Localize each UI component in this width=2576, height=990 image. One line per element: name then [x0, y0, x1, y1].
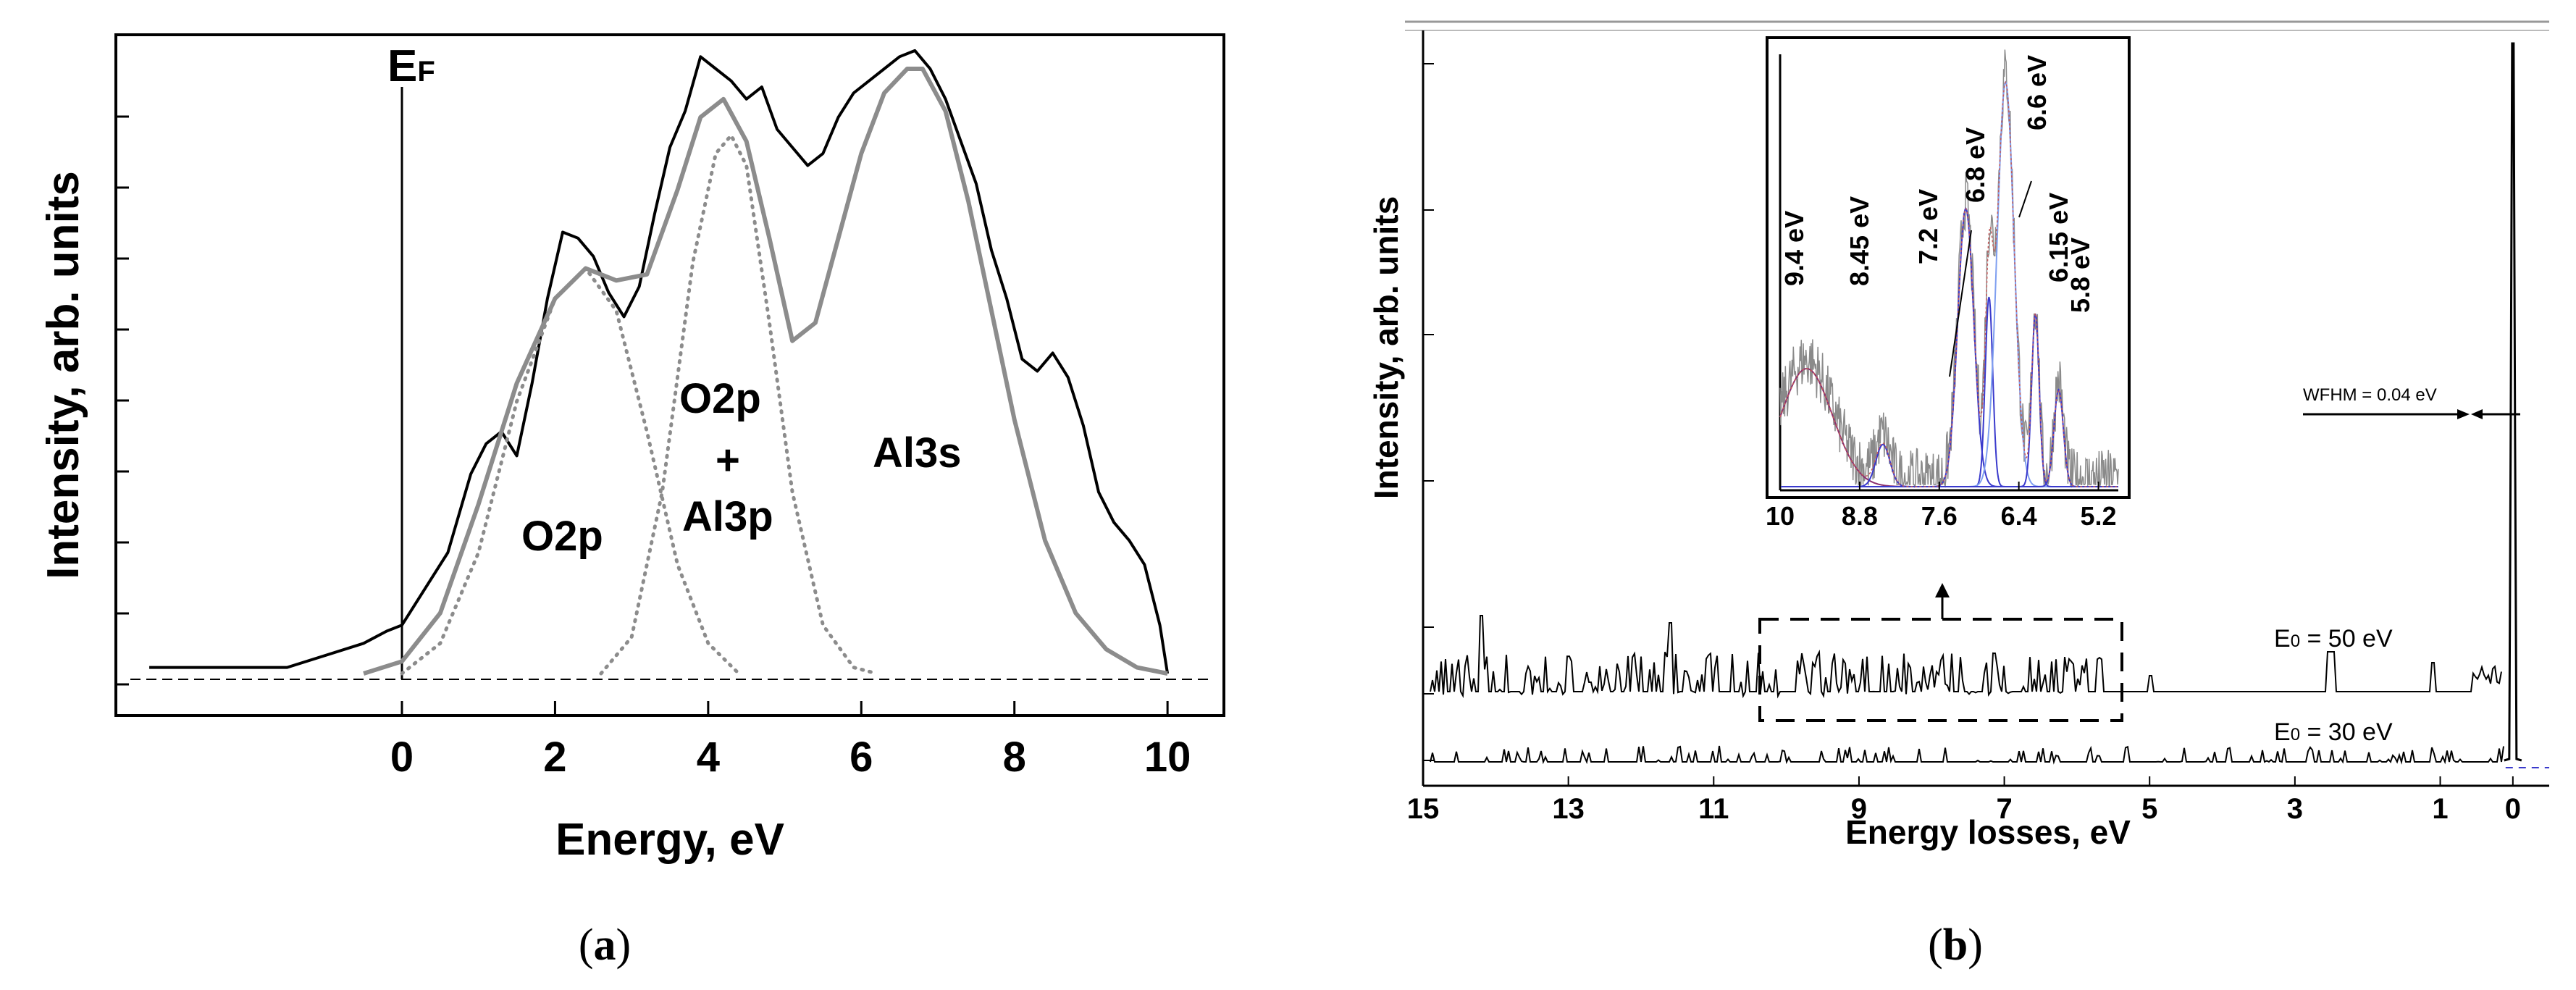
annotation-al3p: Al3p: [682, 493, 773, 540]
series-label-30ev: E0 = 30 eV: [2274, 718, 2393, 746]
panel-b-x-tick-label: 1: [2432, 793, 2448, 825]
inset-peak-label: 9.4 eV: [1779, 211, 1809, 286]
inset-peak-label: 7.2 eV: [1913, 189, 1943, 264]
panel-a-plot-frame: [114, 33, 1225, 717]
inset-series: [1779, 49, 2119, 489]
panel-a-y-axis-label: Intensity, arb. units: [38, 171, 88, 579]
series-label-50ev: E0 = 50 eV: [2274, 625, 2393, 653]
panel-b-y-ticks: [1423, 63, 1434, 761]
inset-x-tick-label: 10: [1766, 501, 1795, 531]
inset-peak-labels: 9.4 eV 8.45 eV 7.2 eV 6.8 eV 6.6 eV 6.15 eV5.…: [1779, 55, 2095, 313]
panel-b-x-tick-label: 0: [2505, 793, 2521, 825]
inset-plot: 10 8.8 7.6 6.4 5.2 9.4 eV 8.45 eV 7.2 eV 6.8 eV…: [1766, 36, 2131, 531]
annotation-o2p-center: O2p: [679, 375, 761, 422]
panel-b-x-ticks: 15 13 11 9 7 5 3 1 0: [1407, 776, 2521, 825]
spectrum-e0-30ev: [1430, 745, 2504, 765]
panel-a-x-tick-label: 10: [1144, 734, 1191, 781]
inset-peak-label: 6.8 eV: [1960, 127, 1990, 203]
inset-x-tick-label: 8.8: [1842, 501, 1878, 531]
wfhm-arrow-left-head: [2457, 409, 2470, 419]
panel-a-x-tick-label: 0: [390, 734, 414, 781]
fermi-level-label: EF: [387, 41, 435, 91]
panel-a-label: (a): [579, 920, 631, 970]
panel-a-x-tick-label: 8: [1003, 734, 1026, 781]
inset-x-tick-label: 7.6: [1921, 501, 1958, 531]
panel-b-x-tick-label: 5: [2141, 793, 2157, 825]
panel-b-x-axis-label: Energy losses, eV: [1845, 813, 2131, 851]
inset-x-tick-label: 5.2: [2081, 501, 2117, 531]
panel-a-x-tick-label: 2: [543, 734, 566, 781]
panel-b-label: (b): [1928, 920, 1983, 970]
elastic-peak: [2504, 42, 2522, 762]
spectrum-e0-50ev: [1430, 615, 2502, 699]
panel-b: 15 13 11 9 7 5 3 1 0 E0 = 50 eV E0 = 30 eV WFHM …: [1367, 20, 2549, 970]
panel-b-y-axis-label: Intensity, arb. units: [1367, 196, 1405, 499]
inset-frame: [1766, 36, 2131, 499]
inset-component-7: [1780, 388, 2118, 487]
inset-x-ticks: 10 8.8 7.6 6.4 5.2: [1766, 482, 2117, 531]
panel-a-series-line-2: [363, 67, 1168, 676]
panel-a-series: [149, 49, 1170, 676]
panel-b-x-tick-label: 15: [1407, 793, 1440, 825]
inset-envelope-fit: [1779, 80, 2118, 487]
inset-leader-lines: [1949, 180, 2032, 377]
zoom-arrow-head: [1935, 583, 1950, 597]
wfhm-arrow-right-head: [2471, 409, 2483, 419]
panel-a-series-line-1: [149, 49, 1170, 674]
inset-peak-label: 5.8 eV: [2065, 238, 2095, 313]
panel-a-x-axis-label: Energy, eV: [555, 815, 784, 865]
inset-peak-label: 8.45 eV: [1845, 196, 1874, 286]
annotation-o2p-left: O2p: [521, 513, 603, 560]
panel-a-x-tick-label: 4: [697, 734, 720, 781]
inset-leader-line: [1949, 230, 1972, 377]
panel-a: 0 2 4 6 8 10 EF O2p O2p + Al3p Al3s Energy, e…: [38, 33, 1225, 970]
panel-a-series-line-3: [400, 265, 741, 676]
inset-leader-line: [2018, 180, 2032, 218]
inset-x-tick-label: 6.4: [2001, 501, 2037, 531]
inset-experimental-data: [1779, 49, 2119, 489]
inset-peak-label: 6.6 eV: [2022, 55, 2052, 130]
wfhm-label: WFHM = 0.04 eV: [2303, 385, 2437, 405]
panel-a-x-tick-label: 6: [849, 734, 873, 781]
panel-a-x-ticks: 0 2 4 6 8 10: [390, 701, 1191, 781]
panel-b-x-tick-label: 13: [1552, 793, 1585, 825]
panel-b-series: [1430, 42, 2549, 768]
annotation-al3s: Al3s: [873, 429, 962, 477]
zoom-region-box: [1758, 618, 2123, 722]
panel-b-x-tick-label: 3: [2287, 793, 2303, 825]
panel-b-x-tick-label: 9: [1851, 793, 1867, 825]
inset-peak-label: 6.15 eV: [2044, 193, 2073, 282]
panel-a-y-ticks: [116, 115, 129, 686]
panel-b-x-tick-label: 7: [1996, 793, 2012, 825]
annotation-plus: +: [716, 437, 740, 484]
panel-b-x-tick-label: 11: [1698, 793, 1729, 825]
